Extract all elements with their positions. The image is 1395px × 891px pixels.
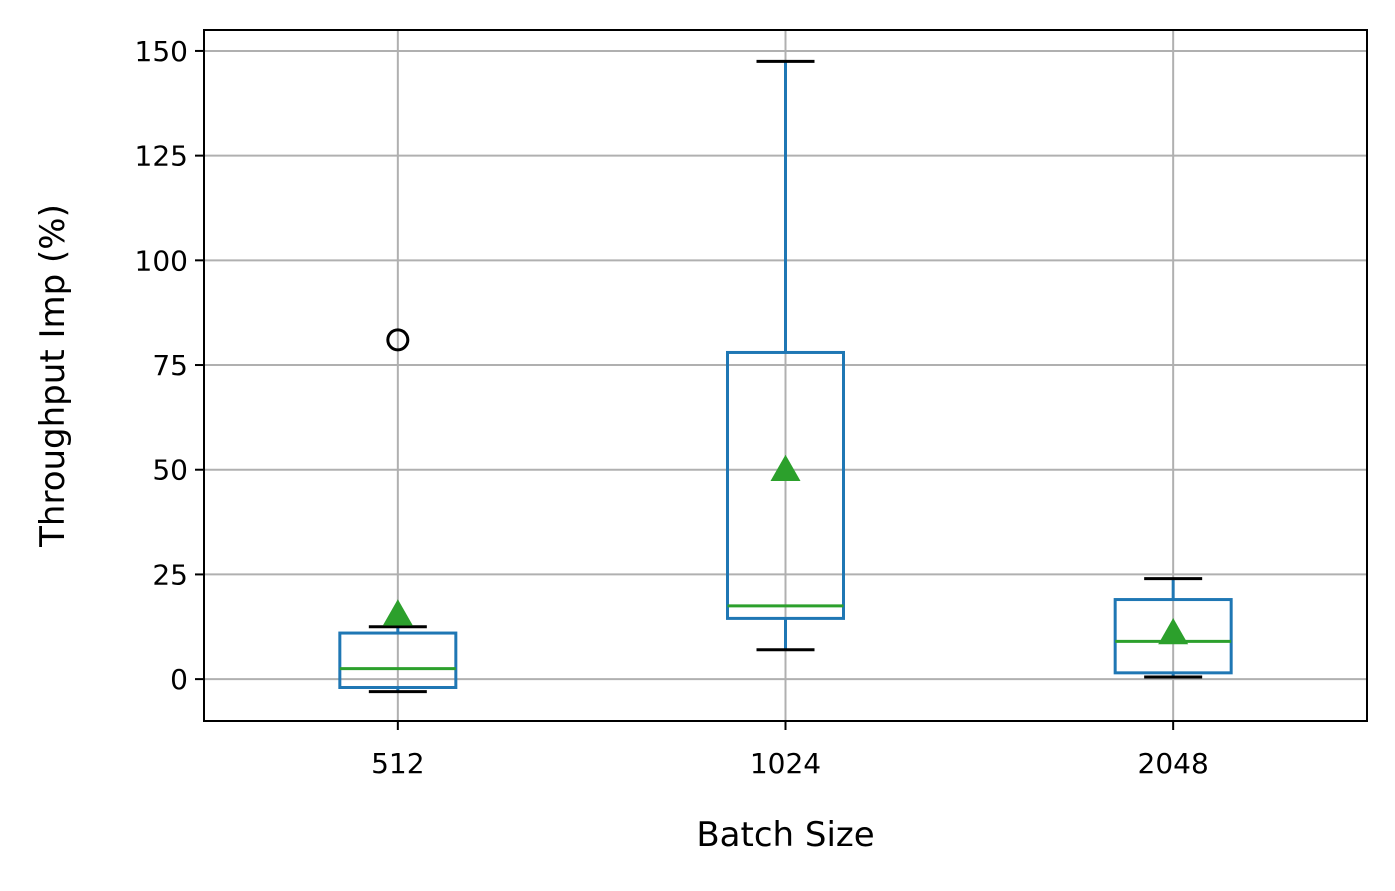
y-tick-label: 0 (170, 663, 188, 696)
x-tick-label: 512 (371, 747, 424, 780)
mean-marker (770, 454, 801, 481)
y-tick-label: 50 (152, 454, 188, 487)
x-tick-label: 2048 (1138, 747, 1209, 780)
y-tick-label: 125 (135, 140, 188, 173)
boxes (338, 59, 1233, 694)
mean-marker (382, 599, 413, 626)
y-tick-label: 100 (135, 244, 188, 277)
y-tick-label: 25 (152, 558, 188, 591)
iqr-box (726, 350, 845, 620)
x-tick-label: 1024 (750, 747, 821, 780)
axis-ticks: 512 1024 2048 0 25 50 75 100 125 150 (135, 35, 1209, 780)
box-512 (338, 328, 458, 694)
mean-marker (1158, 618, 1189, 645)
y-axis-label: Throughput Imp (%) (33, 204, 73, 548)
x-axis-label: Batch Size (696, 815, 874, 855)
box-1024 (726, 59, 845, 652)
box-2048 (1113, 577, 1233, 679)
iqr-box (1113, 598, 1233, 675)
y-tick-label: 75 (152, 349, 188, 382)
iqr-box (338, 631, 458, 689)
y-tick-label: 150 (135, 35, 188, 68)
outlier-point (386, 328, 410, 352)
